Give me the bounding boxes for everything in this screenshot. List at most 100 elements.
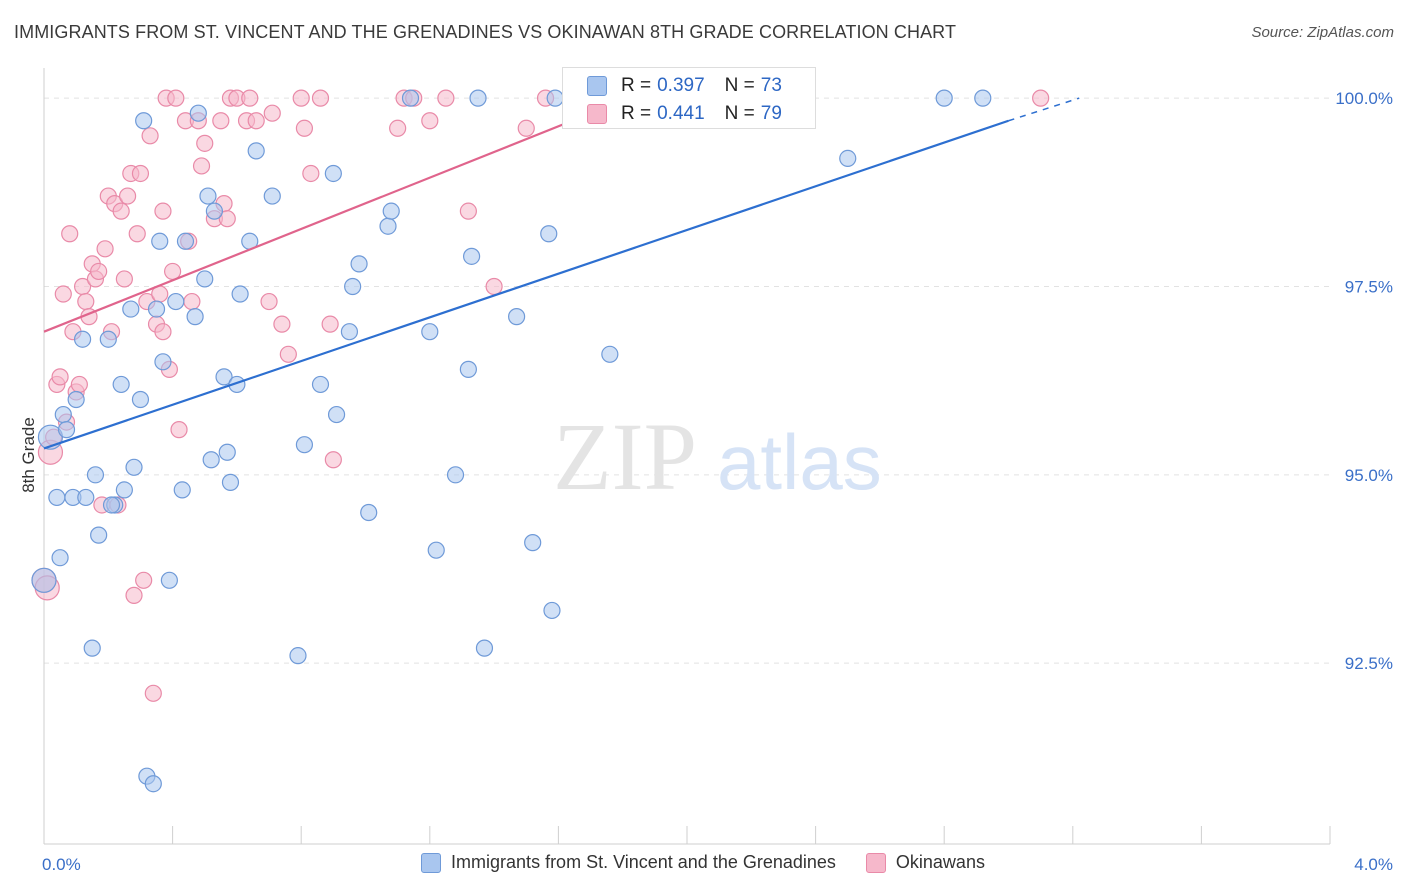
immigrants-point-43 bbox=[289, 647, 307, 665]
trend-lines bbox=[43, 97, 1080, 450]
pink-swatch bbox=[587, 104, 607, 124]
okinawans-trend-line bbox=[43, 100, 620, 333]
okinawans-point-45 bbox=[183, 292, 201, 311]
okinawans-point-11 bbox=[70, 375, 88, 394]
okinawans-point-59 bbox=[263, 104, 281, 122]
immigrants-points bbox=[31, 89, 992, 793]
legend-swatch-blue bbox=[421, 852, 442, 873]
immigrants-point-23 bbox=[151, 232, 169, 250]
okinawans-point-19 bbox=[96, 240, 114, 258]
okinawans-point-61 bbox=[279, 345, 297, 363]
x-tick-label-1: 4.0% bbox=[1354, 855, 1393, 874]
okinawans-point-31 bbox=[135, 571, 153, 589]
okinawans-point-56 bbox=[241, 89, 259, 107]
immigrants-point-37 bbox=[221, 473, 240, 491]
watermark-atlas: atlas bbox=[717, 418, 882, 506]
immigrants-point-22 bbox=[147, 300, 166, 318]
immigrants-point-67 bbox=[839, 149, 857, 168]
immigrants-point-72 bbox=[311, 375, 330, 394]
immigrants-trend-extension bbox=[1008, 97, 1080, 122]
pink-n-value: 79 bbox=[760, 103, 782, 124]
okinawans-point-25 bbox=[115, 270, 133, 288]
x-tick-label-0: 0.0% bbox=[42, 855, 81, 874]
immigrants-point-41 bbox=[247, 142, 265, 160]
pink-r-label: R = bbox=[621, 103, 652, 124]
okinawans-point-60 bbox=[273, 315, 291, 333]
okinawans-point-8 bbox=[61, 225, 79, 243]
immigrants-point-34 bbox=[205, 202, 223, 220]
y-tick-label-3: 100.0% bbox=[1335, 89, 1393, 108]
okinawans-point-5 bbox=[51, 368, 69, 386]
okinawans-point-47 bbox=[192, 157, 211, 175]
okinawans-point-66 bbox=[321, 315, 339, 333]
immigrants-trend-line bbox=[43, 119, 1009, 450]
immigrants-point-30 bbox=[189, 104, 207, 122]
y-tick-label-1: 95.0% bbox=[1345, 466, 1393, 485]
okinawans-point-58 bbox=[260, 292, 278, 311]
okinawans-points bbox=[31, 89, 1050, 702]
bottom-legend: Immigrants from St. Vincent and the Gren… bbox=[0, 852, 1406, 873]
blue-n-label: N = bbox=[724, 75, 755, 96]
immigrants-point-69 bbox=[974, 89, 992, 107]
pink-r-value: 0.441 bbox=[657, 103, 705, 124]
y-tick-label-0: 92.5% bbox=[1345, 654, 1393, 673]
immigrants-point-70 bbox=[102, 496, 121, 514]
blue-r-value: 0.397 bbox=[657, 75, 705, 96]
immigrants-point-7 bbox=[67, 390, 85, 409]
okinawans-point-68 bbox=[389, 119, 407, 137]
okinawans-point-62 bbox=[292, 89, 310, 107]
immigrants-point-24 bbox=[154, 353, 172, 371]
y-tick-label-2: 97.5% bbox=[1345, 277, 1393, 296]
immigrants-point-4 bbox=[54, 405, 72, 424]
okinawans-point-78 bbox=[154, 323, 172, 341]
y-axis-title: 8th Grade bbox=[19, 417, 38, 493]
immigrants-point-62 bbox=[524, 534, 542, 552]
immigrants-point-9 bbox=[83, 639, 101, 657]
okinawans-point-67 bbox=[324, 451, 342, 469]
immigrants-point-56 bbox=[446, 466, 465, 484]
immigrants-point-32 bbox=[199, 187, 217, 205]
immigrants-point-28 bbox=[176, 232, 195, 250]
immigrants-point-29 bbox=[186, 308, 204, 326]
immigrants-point-54 bbox=[421, 323, 439, 341]
watermark-zip: ZIP bbox=[553, 403, 697, 510]
pink-n-label: N = bbox=[724, 103, 755, 124]
okinawans-point-73 bbox=[459, 202, 477, 220]
immigrants-point-19 bbox=[135, 112, 153, 130]
immigrants-point-21 bbox=[144, 775, 162, 793]
okinawans-point-42 bbox=[170, 421, 188, 439]
okinawans-point-30 bbox=[131, 164, 150, 183]
legend-label-okinawans: Okinawans bbox=[895, 852, 985, 872]
okinawans-point-48 bbox=[196, 134, 214, 152]
immigrants-point-66 bbox=[601, 345, 619, 363]
blue-swatch bbox=[587, 76, 607, 96]
immigrants-point-8 bbox=[73, 330, 92, 348]
stats-legend: R = 0.397 N = 73 R = 0.441 N = 79 bbox=[562, 67, 816, 129]
immigrants-point-58 bbox=[462, 247, 481, 265]
okinawans-point-13 bbox=[77, 292, 95, 311]
immigrants-point-18 bbox=[131, 390, 150, 409]
okinawans-point-17 bbox=[90, 262, 108, 281]
source-note: Source: ZipAtlas.com bbox=[1251, 24, 1394, 41]
immigrants-point-46 bbox=[327, 405, 346, 424]
legend-item-immigrants: Immigrants from St. Vincent and the Gren… bbox=[421, 852, 836, 873]
immigrants-point-47 bbox=[340, 323, 359, 341]
okinawans-point-50 bbox=[212, 112, 230, 130]
x-tick-labels: 0.0% 4.0% bbox=[42, 855, 1393, 874]
immigrants-point-59 bbox=[469, 89, 487, 107]
okinawans-point-52 bbox=[218, 210, 236, 228]
okinawans-point-6 bbox=[54, 285, 72, 303]
okinawans-point-75 bbox=[517, 119, 535, 137]
stats-row-pink: R = 0.441 N = 79 bbox=[587, 100, 782, 128]
immigrants-point-45 bbox=[324, 164, 342, 183]
chart-title: IMMIGRANTS FROM ST. VINCENT AND THE GREN… bbox=[14, 22, 957, 42]
y-tick-labels: 92.5% 95.0% 97.5% 100.0% bbox=[1335, 89, 1393, 673]
immigrants-point-53 bbox=[401, 89, 420, 107]
okinawans-point-74 bbox=[485, 277, 503, 296]
okinawans-point-71 bbox=[421, 112, 439, 130]
immigrants-point-15 bbox=[115, 481, 133, 499]
immigrants-point-48 bbox=[344, 277, 362, 296]
legend-label-immigrants: Immigrants from St. Vincent and the Gren… bbox=[451, 852, 836, 872]
immigrants-point-10 bbox=[86, 466, 105, 484]
